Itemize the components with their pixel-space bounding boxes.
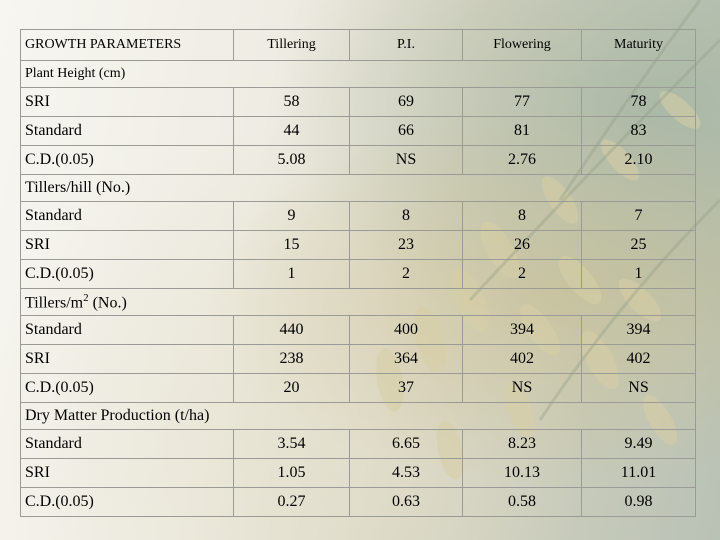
cell-value: 23 [349,230,463,260]
row-label: SRI [20,344,234,374]
cell-value: 26 [462,230,582,260]
cell-value: 6.65 [349,429,463,459]
cell-value: 402 [462,344,582,374]
row-label: Standard [20,315,234,345]
section-title-dry-matter: Dry Matter Production (t/ha) [20,402,696,430]
cell-value: 2 [349,259,463,289]
table-header-row: GROWTH PARAMETERS Tillering P.I. Floweri… [20,29,696,61]
section-title-tillers-m2: Tillers/m2 (No.) [20,288,696,316]
cell-value: 1.05 [233,458,350,488]
header-parameter: GROWTH PARAMETERS [20,29,234,61]
cell-value: 402 [581,344,696,374]
row-label: SRI [20,230,234,260]
cell-value: 8.23 [462,429,582,459]
section-title-superscript: 2 [83,291,89,304]
cell-value: 44 [233,116,350,146]
table-row: C.D.(0.05) 20 37 NS NS [20,373,696,403]
table-row: SRI 1.05 4.53 10.13 11.01 [20,458,696,488]
cell-value: 394 [462,315,582,345]
cell-value: 37 [349,373,463,403]
section-title-prefix: Tillers/m [25,294,84,312]
cell-value: 0.98 [581,487,696,517]
cell-value: 15 [233,230,350,260]
cell-value: 238 [233,344,350,374]
cell-value: 394 [581,315,696,345]
cell-value: 81 [462,116,582,146]
cell-value: 364 [349,344,463,374]
cell-value: 8 [462,201,582,231]
table-row: C.D.(0.05) 1 2 2 1 [20,259,696,289]
section-row-plant-height: Plant Height (cm) [20,60,696,88]
row-label: Standard [20,429,234,459]
table-row: C.D.(0.05) 0.27 0.63 0.58 0.98 [20,487,696,517]
header-maturity: Maturity [581,29,696,61]
cell-value: 25 [581,230,696,260]
table-row: Standard 9 8 8 7 [20,201,696,231]
cell-value: 0.63 [349,487,463,517]
cell-value: 77 [462,87,582,117]
row-label: SRI [20,87,234,117]
row-label: C.D.(0.05) [20,487,234,517]
table-row: SRI 15 23 26 25 [20,230,696,260]
cell-value: 4.53 [349,458,463,488]
section-title-plant-height: Plant Height (cm) [20,60,696,88]
cell-value: 1 [581,259,696,289]
row-label: C.D.(0.05) [20,373,234,403]
cell-value: 58 [233,87,350,117]
cell-value: 7 [581,201,696,231]
cell-value: 400 [349,315,463,345]
cell-value: 0.27 [233,487,350,517]
row-label: SRI [20,458,234,488]
table-row: Standard 44 66 81 83 [20,116,696,146]
cell-value: 11.01 [581,458,696,488]
cell-value: 66 [349,116,463,146]
section-row-dry-matter: Dry Matter Production (t/ha) [20,402,696,430]
row-label: Standard [20,116,234,146]
cell-value: 5.08 [233,145,350,175]
growth-parameters-table: GROWTH PARAMETERS Tillering P.I. Floweri… [20,29,696,517]
section-title-suffix: (No.) [88,294,127,312]
cell-value: NS [581,373,696,403]
cell-value: NS [349,145,463,175]
row-label: Standard [20,201,234,231]
cell-value: 2.10 [581,145,696,175]
cell-value: 10.13 [462,458,582,488]
table-row: SRI 58 69 77 78 [20,87,696,117]
table-row: Standard 440 400 394 394 [20,315,696,345]
cell-value: 9.49 [581,429,696,459]
cell-value: 1 [233,259,350,289]
row-label: C.D.(0.05) [20,259,234,289]
header-flowering: Flowering [462,29,582,61]
section-row-tillers-m2: Tillers/m2 (No.) [20,288,696,316]
table-row: SRI 238 364 402 402 [20,344,696,374]
cell-value: 8 [349,201,463,231]
cell-value: 69 [349,87,463,117]
cell-value: 2.76 [462,145,582,175]
cell-value: 20 [233,373,350,403]
cell-value: 440 [233,315,350,345]
cell-value: NS [462,373,582,403]
row-label: C.D.(0.05) [20,145,234,175]
cell-value: 83 [581,116,696,146]
header-tillering: Tillering [233,29,350,61]
cell-value: 78 [581,87,696,117]
header-pi: P.I. [349,29,463,61]
section-title-tillers-hill: Tillers/hill (No.) [20,174,696,202]
section-row-tillers-hill: Tillers/hill (No.) [20,174,696,202]
cell-value: 2 [462,259,582,289]
table-row: Standard 3.54 6.65 8.23 9.49 [20,429,696,459]
cell-value: 3.54 [233,429,350,459]
table-row: C.D.(0.05) 5.08 NS 2.76 2.10 [20,145,696,175]
cell-value: 9 [233,201,350,231]
cell-value: 0.58 [462,487,582,517]
